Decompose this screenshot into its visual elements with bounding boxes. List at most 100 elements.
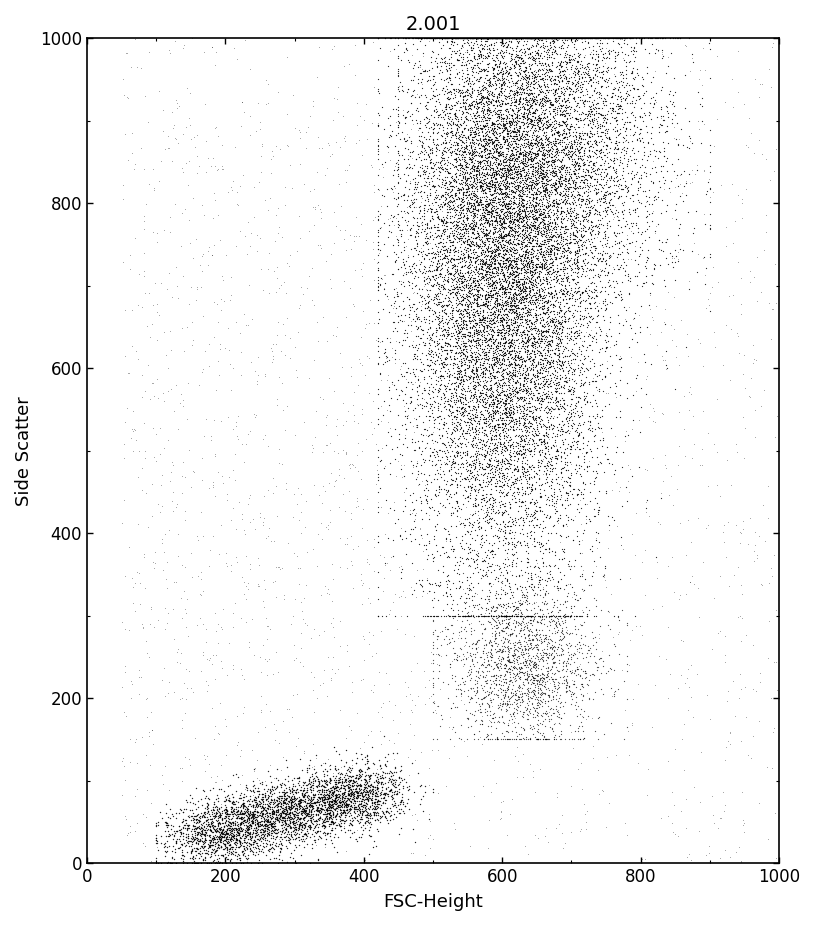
Point <box>511 390 524 405</box>
Point <box>526 608 540 623</box>
Point <box>514 86 527 101</box>
Point <box>405 106 418 121</box>
Point <box>547 125 560 140</box>
Point <box>422 507 435 522</box>
Point <box>434 452 447 467</box>
Point <box>258 820 271 835</box>
Point <box>325 832 338 847</box>
Point <box>515 291 528 306</box>
Point <box>483 177 496 192</box>
Point <box>518 257 531 272</box>
Point <box>471 367 484 382</box>
Point <box>533 365 546 380</box>
Point <box>561 424 574 439</box>
Point <box>418 300 431 315</box>
Point <box>454 362 467 377</box>
Point <box>510 31 523 45</box>
Point <box>497 335 510 350</box>
Point <box>612 36 625 51</box>
Point <box>468 319 481 334</box>
Point <box>311 804 324 819</box>
Point <box>494 380 507 394</box>
Point <box>666 251 679 266</box>
Point <box>478 237 491 252</box>
Point <box>537 205 550 219</box>
Point <box>520 305 533 319</box>
Point <box>267 807 280 821</box>
Point <box>523 524 536 539</box>
Point <box>589 634 602 649</box>
Point <box>531 428 544 443</box>
Point <box>550 709 563 724</box>
Point <box>518 31 531 45</box>
Point <box>594 284 607 299</box>
Point <box>497 55 510 69</box>
Point <box>461 216 474 231</box>
Point <box>455 55 468 69</box>
Point <box>258 428 271 443</box>
Point <box>487 669 500 684</box>
Point <box>571 407 584 422</box>
Point <box>226 827 239 842</box>
Point <box>187 854 200 869</box>
Point <box>542 690 555 705</box>
Point <box>297 806 310 820</box>
Point <box>505 152 518 167</box>
Point <box>475 447 488 462</box>
Point <box>491 230 504 244</box>
Point <box>161 606 174 620</box>
Point <box>439 456 452 470</box>
Point <box>262 809 275 824</box>
Point <box>560 657 573 672</box>
Point <box>522 139 535 154</box>
Point <box>377 786 390 801</box>
Point <box>495 684 508 699</box>
Point <box>210 799 223 814</box>
Point <box>528 150 541 165</box>
Point <box>253 794 266 808</box>
Point <box>511 137 524 152</box>
Point <box>544 243 557 257</box>
Point <box>500 318 513 332</box>
Point <box>491 400 504 415</box>
Point <box>602 31 615 45</box>
Point <box>527 532 540 547</box>
Point <box>318 762 331 777</box>
Point <box>588 181 601 195</box>
Point <box>504 438 517 453</box>
Point <box>567 673 580 688</box>
Point <box>483 511 496 526</box>
Point <box>505 116 518 131</box>
Point <box>489 78 502 93</box>
Point <box>465 351 478 366</box>
Point <box>266 795 279 809</box>
Point <box>550 158 563 173</box>
Point <box>467 389 480 404</box>
Point <box>561 335 574 350</box>
Point <box>471 440 484 455</box>
Point <box>436 277 449 292</box>
Point <box>479 344 492 359</box>
Point <box>241 820 254 835</box>
Point <box>474 70 487 85</box>
Point <box>495 667 508 682</box>
Point <box>546 258 559 273</box>
Point <box>370 772 383 787</box>
Point <box>449 471 462 486</box>
Point <box>321 814 334 829</box>
Point <box>464 162 477 177</box>
Point <box>274 795 287 809</box>
Point <box>453 326 466 341</box>
Point <box>496 455 509 469</box>
Point <box>539 110 552 125</box>
Point <box>452 731 465 745</box>
Point <box>512 602 525 617</box>
Point <box>513 421 526 436</box>
Point <box>509 115 522 130</box>
Point <box>540 274 553 289</box>
Point <box>435 158 448 173</box>
Point <box>431 240 444 255</box>
Point <box>475 297 488 312</box>
Point <box>381 145 394 160</box>
Point <box>517 731 530 745</box>
